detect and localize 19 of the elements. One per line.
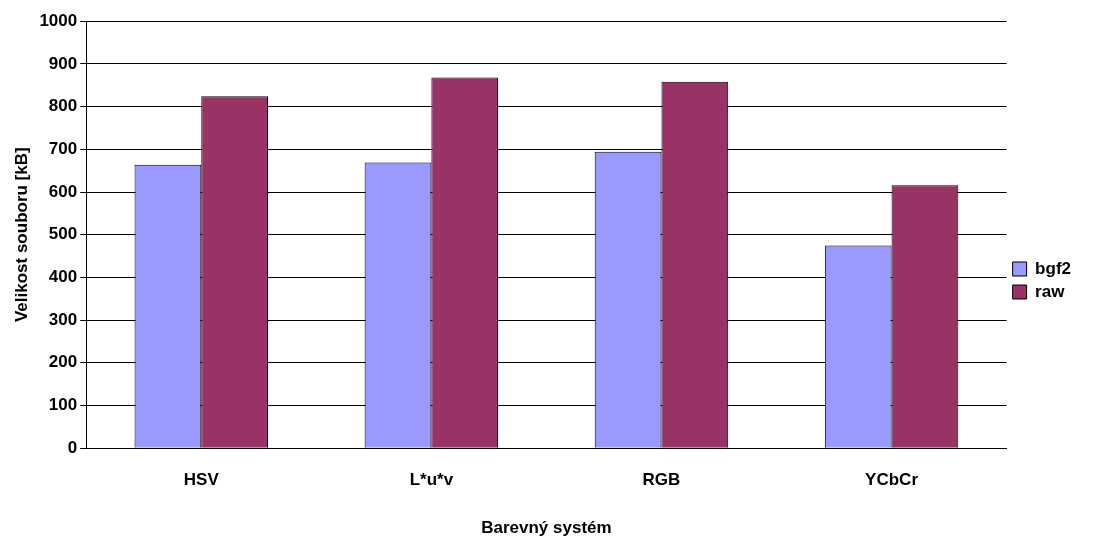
x-axis-title: Barevný systém: [481, 518, 612, 538]
y-axis-title: Velikost souboru [kB]: [11, 147, 31, 323]
y-tick-label: 900: [48, 53, 78, 73]
y-tick-label: 500: [48, 224, 78, 244]
x-tick-label: L*u*v: [409, 470, 454, 490]
y-tick-label: 400: [48, 267, 78, 287]
y-tick-label: 800: [48, 96, 78, 116]
y-tick-label: 100: [48, 395, 78, 415]
y-tick-label: 700: [48, 138, 78, 158]
y-tick-label: 300: [48, 309, 78, 329]
x-tick-label: HSV: [183, 470, 220, 490]
x-tick-label: YCbCr: [865, 470, 919, 490]
legend-label: bgf2: [1035, 258, 1072, 278]
y-tick-label: 200: [48, 352, 78, 372]
x-tick-label: RGB: [642, 470, 681, 490]
y-tick-label: 600: [48, 181, 78, 201]
y-tick-label: 1000: [39, 10, 78, 30]
y-tick-label: 0: [67, 437, 78, 457]
legend-label: raw: [1035, 281, 1066, 301]
